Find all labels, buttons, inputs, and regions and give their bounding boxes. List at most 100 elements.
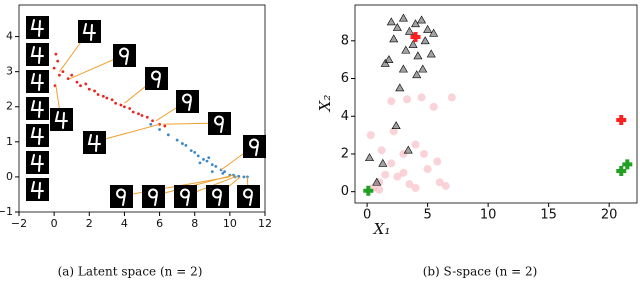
point (221, 172, 225, 175)
point (145, 115, 149, 119)
digit-image (50, 108, 73, 131)
point (181, 142, 184, 145)
point (52, 66, 56, 70)
digit-stroke (87, 134, 101, 152)
digit-stroke (148, 188, 158, 206)
caption: (b) S-space (n = 2) (423, 265, 538, 279)
digit-stroke (243, 188, 253, 206)
digit-image (26, 43, 49, 66)
point (54, 52, 58, 56)
y-tick-label: 8 (341, 33, 349, 48)
plot: 0 5 10 15 20 0 2 4 6 8 (341, 4, 638, 223)
point (380, 58, 390, 67)
point (426, 49, 436, 58)
point (214, 164, 218, 168)
point (114, 101, 118, 105)
point (429, 102, 438, 111)
digit-stroke (54, 111, 68, 129)
point (408, 39, 418, 48)
x-tick-label: 20 (601, 208, 618, 223)
x-tick-label: 0 (51, 217, 58, 230)
y-tick-label: 0 (341, 184, 349, 199)
point (366, 131, 375, 140)
y-tick-label: 4 (341, 109, 349, 124)
digit-stroke (82, 23, 96, 41)
point (75, 80, 79, 84)
point (207, 156, 211, 160)
x-tick-label: 15 (540, 208, 557, 223)
point (433, 157, 442, 166)
point (58, 73, 61, 77)
point (242, 175, 246, 179)
x-tick-label: 4 (121, 217, 128, 230)
point (622, 159, 633, 170)
caption: (a) Latent space (n = 2) (58, 265, 203, 279)
x-tick-label: 5 (423, 208, 431, 223)
point (202, 157, 205, 161)
point (435, 178, 444, 187)
point (405, 180, 414, 189)
point (423, 24, 433, 33)
point (384, 55, 394, 63)
point (411, 140, 420, 149)
y-tick-label: 4 (6, 30, 13, 43)
digit-image (26, 151, 49, 174)
point (398, 64, 408, 73)
point (413, 51, 423, 60)
point (419, 149, 428, 158)
point (395, 83, 405, 92)
digit-thumbnails (26, 16, 266, 208)
point (377, 146, 386, 155)
point (184, 143, 188, 147)
point (210, 163, 214, 167)
y-tick-label: 0 (6, 170, 13, 183)
point (66, 77, 70, 81)
point (163, 124, 167, 128)
digit-stroke (30, 46, 44, 64)
digit-stroke (30, 100, 44, 118)
y-tick-label: 2 (341, 146, 349, 161)
point (378, 158, 388, 167)
point (429, 28, 439, 37)
point (381, 170, 390, 179)
x-tick-label: 12 (258, 217, 272, 230)
point (61, 70, 65, 74)
point (441, 182, 450, 191)
point (87, 87, 91, 91)
digit-stroke (214, 115, 224, 133)
y-tick-label: 1 (6, 135, 13, 148)
point (404, 26, 414, 35)
digit-stroke (116, 188, 126, 206)
digit-image (78, 20, 101, 43)
point (616, 165, 627, 176)
point (417, 15, 427, 24)
point (223, 170, 226, 174)
x-tick-label: 0 (363, 208, 371, 223)
x-tick-label: 10 (223, 217, 237, 230)
point (151, 119, 154, 123)
point (158, 128, 161, 131)
point (401, 45, 411, 54)
point (410, 32, 421, 43)
point (403, 95, 412, 104)
point (175, 138, 179, 142)
point (420, 36, 430, 45)
point (137, 112, 140, 116)
digit-image (26, 70, 49, 93)
digit-stroke (30, 127, 44, 145)
point (398, 13, 408, 22)
point (84, 82, 88, 86)
digit-image (26, 178, 49, 201)
point (423, 165, 432, 174)
point (375, 185, 384, 194)
x-tick-label: 8 (191, 217, 198, 230)
point (372, 177, 382, 186)
point (210, 170, 214, 174)
point (131, 110, 135, 114)
point (387, 97, 396, 106)
point (237, 174, 241, 178)
point (105, 96, 109, 100)
x-tick-label: −2 (11, 217, 27, 230)
